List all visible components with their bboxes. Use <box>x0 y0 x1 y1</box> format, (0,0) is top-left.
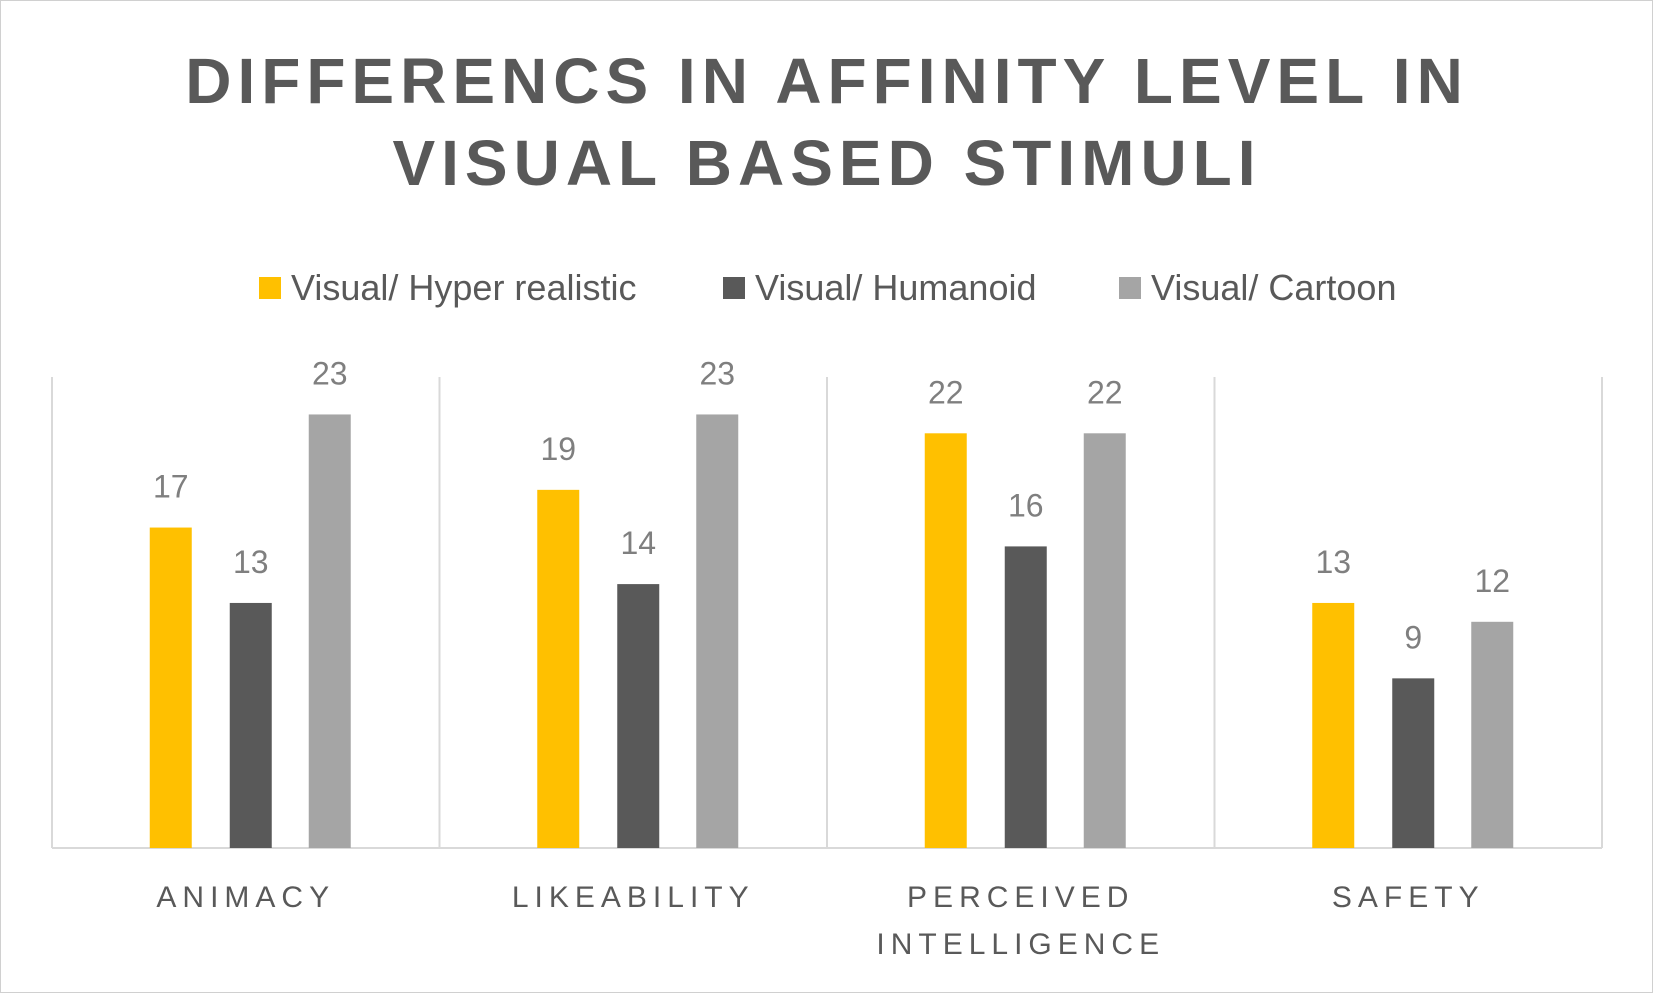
data-label: 13 <box>1315 544 1351 580</box>
data-label: 14 <box>620 525 656 561</box>
bar <box>924 433 967 848</box>
legend: Visual/ Hyper realistic Visual/ Humanoid V… <box>259 267 1396 308</box>
bar <box>1312 602 1355 848</box>
data-label: 9 <box>1404 619 1422 655</box>
bar <box>308 414 351 848</box>
data-label: 12 <box>1474 563 1510 599</box>
data-label: 13 <box>233 544 269 580</box>
x-axis <box>51 377 1603 849</box>
bar <box>1471 621 1514 848</box>
bar <box>1392 678 1435 848</box>
data-label: 22 <box>928 374 964 410</box>
bar <box>229 602 272 848</box>
legend-label: Visual/ Hyper realistic <box>291 267 636 308</box>
bars <box>149 414 1514 848</box>
data-label: 22 <box>1087 374 1123 410</box>
category-label: INTELLIGENCE <box>876 928 1165 961</box>
legend-label: Visual/ Cartoon <box>1151 267 1396 308</box>
bar <box>537 489 580 848</box>
data-label: 19 <box>540 431 576 467</box>
category-label: SAFETY <box>1332 881 1485 914</box>
legend-swatch <box>723 277 745 299</box>
bar <box>1083 433 1126 848</box>
bar <box>1004 546 1047 848</box>
category-labels: ANIMACY LIKEABILITY PERCEIVED INTELLIGENCE S… <box>156 881 1485 961</box>
data-label: 23 <box>312 355 348 391</box>
bar <box>149 527 192 848</box>
category-label: PERCEIVED <box>907 881 1134 914</box>
legend-swatch <box>1119 277 1141 299</box>
chart-title-line: VISUAL BASED STIMULI <box>392 127 1261 199</box>
legend-label: Visual/ Humanoid <box>755 267 1037 308</box>
data-labels: 17 13 23 19 14 23 22 16 22 13 9 12 <box>153 355 1510 655</box>
bar <box>696 414 739 848</box>
category-label: LIKEABILITY <box>512 881 755 914</box>
bar <box>617 584 660 848</box>
data-label: 23 <box>699 355 735 391</box>
legend-swatch <box>259 277 281 299</box>
category-label: ANIMACY <box>156 881 335 914</box>
chart-title-line: DIFFERENCS IN AFFINITY LEVEL IN <box>185 45 1469 117</box>
data-label: 16 <box>1008 487 1044 523</box>
chart-title: DIFFERENCS IN AFFINITY LEVEL IN VISUAL BA… <box>185 45 1469 199</box>
data-label: 17 <box>153 469 189 505</box>
